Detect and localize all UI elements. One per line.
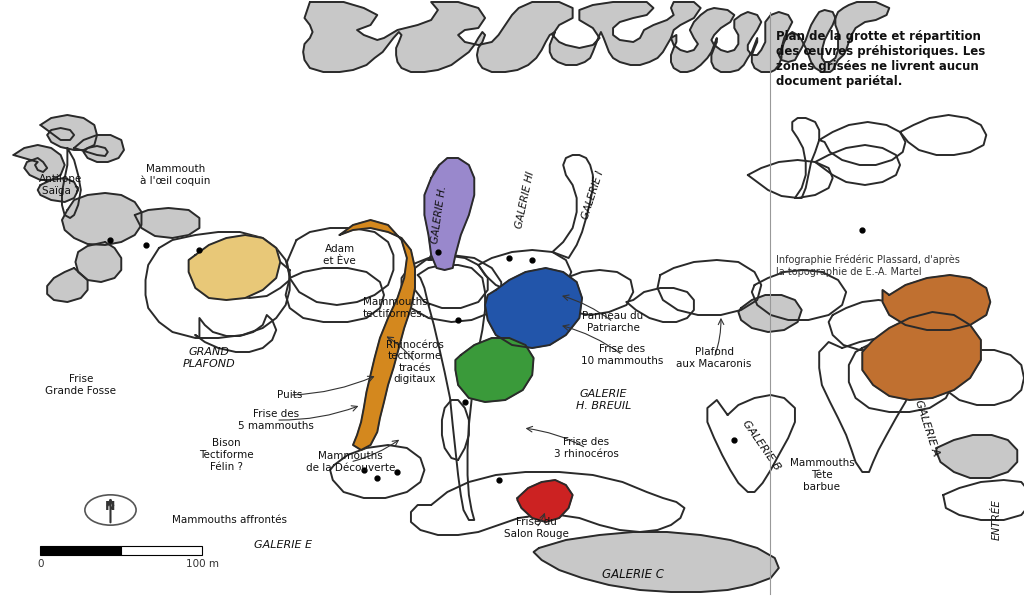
Polygon shape bbox=[145, 232, 290, 338]
Text: Mammouths,
tectiformes...: Mammouths, tectiformes... bbox=[362, 297, 432, 319]
Polygon shape bbox=[478, 250, 571, 295]
Polygon shape bbox=[552, 270, 633, 315]
Text: GALERIE C: GALERIE C bbox=[602, 568, 665, 582]
Text: Mammouths
de la Découverte: Mammouths de la Découverte bbox=[305, 451, 395, 473]
Text: Frise du
Salon Rouge: Frise du Salon Rouge bbox=[504, 517, 568, 539]
Polygon shape bbox=[815, 145, 900, 185]
Polygon shape bbox=[330, 445, 424, 498]
Text: Mammouths affrontés: Mammouths affrontés bbox=[172, 515, 287, 525]
Text: Panneau du
Patriarche: Panneau du Patriarche bbox=[583, 311, 644, 333]
Text: Puits: Puits bbox=[278, 390, 302, 400]
Polygon shape bbox=[849, 335, 954, 412]
Polygon shape bbox=[401, 255, 501, 322]
Polygon shape bbox=[442, 400, 469, 460]
Text: Bison
Tectiforme
Félin ?: Bison Tectiforme Félin ? bbox=[199, 438, 254, 471]
Polygon shape bbox=[413, 255, 487, 308]
Polygon shape bbox=[819, 338, 919, 472]
Text: Infographie Frédéric Plassard, d'après
la topographie de E.-A. Martel: Infographie Frédéric Plassard, d'après l… bbox=[776, 255, 961, 276]
Text: 0: 0 bbox=[37, 559, 44, 569]
Polygon shape bbox=[62, 193, 141, 245]
Text: N: N bbox=[105, 501, 116, 513]
Polygon shape bbox=[76, 242, 121, 282]
Polygon shape bbox=[828, 300, 905, 350]
Polygon shape bbox=[936, 435, 1017, 478]
Bar bbox=[121, 546, 202, 555]
Polygon shape bbox=[135, 208, 200, 238]
Polygon shape bbox=[411, 472, 684, 535]
Polygon shape bbox=[708, 395, 795, 492]
Text: Frise des
10 mammouths: Frise des 10 mammouths bbox=[582, 344, 664, 366]
Polygon shape bbox=[748, 160, 833, 198]
Polygon shape bbox=[627, 288, 694, 322]
Polygon shape bbox=[900, 115, 986, 155]
Polygon shape bbox=[940, 350, 1024, 405]
Text: Frise des
5 mammouths: Frise des 5 mammouths bbox=[239, 409, 314, 431]
Text: Plan de la grotte et répartition
des œuvres préhistoriques. Les
zones grisées ne: Plan de la grotte et répartition des œuv… bbox=[776, 30, 985, 88]
Text: Adam
et Ève: Adam et Ève bbox=[324, 244, 356, 266]
Text: GRAND
PLAFOND: GRAND PLAFOND bbox=[182, 347, 236, 369]
Polygon shape bbox=[428, 162, 465, 260]
Polygon shape bbox=[340, 220, 415, 450]
Text: GALERIE B: GALERIE B bbox=[740, 418, 782, 472]
Text: GALERIE
H. BREUIL: GALERIE H. BREUIL bbox=[575, 389, 632, 411]
Polygon shape bbox=[196, 315, 276, 352]
Polygon shape bbox=[74, 135, 124, 162]
Polygon shape bbox=[213, 252, 290, 298]
Polygon shape bbox=[485, 268, 582, 348]
Text: Mammouth
à l'œil coquin: Mammouth à l'œil coquin bbox=[140, 164, 210, 186]
Text: ENTRÉE: ENTRÉE bbox=[992, 499, 1002, 541]
Polygon shape bbox=[38, 178, 78, 202]
Polygon shape bbox=[738, 295, 802, 332]
Polygon shape bbox=[657, 260, 761, 315]
Polygon shape bbox=[552, 155, 593, 258]
Polygon shape bbox=[517, 480, 572, 522]
Text: Frise
Grande Fosse: Frise Grande Fosse bbox=[45, 374, 117, 396]
Polygon shape bbox=[303, 2, 889, 72]
Text: GALERIE A: GALERIE A bbox=[913, 399, 941, 458]
Polygon shape bbox=[534, 532, 779, 592]
Polygon shape bbox=[418, 265, 485, 520]
Text: Mammouths
Tête
barbue: Mammouths Tête barbue bbox=[790, 458, 854, 491]
Polygon shape bbox=[286, 268, 384, 322]
Polygon shape bbox=[13, 145, 65, 180]
Text: GALERIE E: GALERIE E bbox=[254, 540, 312, 550]
Polygon shape bbox=[819, 122, 905, 165]
Text: Plafond
aux Macaronis: Plafond aux Macaronis bbox=[677, 347, 752, 369]
Polygon shape bbox=[943, 480, 1024, 520]
Polygon shape bbox=[862, 312, 981, 400]
Text: GALERIE I: GALERIE I bbox=[581, 170, 605, 221]
Text: Rhinocéros
tectiforme
tracés
digitaux: Rhinocéros tectiforme tracés digitaux bbox=[386, 339, 444, 384]
Polygon shape bbox=[883, 275, 990, 330]
Polygon shape bbox=[62, 148, 81, 218]
Text: Antilope
Saïga ?: Antilope Saïga ? bbox=[39, 174, 82, 196]
Polygon shape bbox=[793, 118, 819, 198]
Polygon shape bbox=[47, 268, 88, 302]
Text: 100 m: 100 m bbox=[185, 559, 218, 569]
Polygon shape bbox=[456, 338, 534, 402]
Polygon shape bbox=[40, 115, 97, 150]
Polygon shape bbox=[287, 228, 393, 305]
Text: GALERIE H.: GALERIE H. bbox=[430, 185, 449, 245]
Text: GALERIE HI: GALERIE HI bbox=[514, 170, 537, 230]
Polygon shape bbox=[188, 235, 281, 300]
Text: Frise des
3 rhinocéros: Frise des 3 rhinocéros bbox=[554, 437, 618, 459]
Polygon shape bbox=[424, 158, 474, 270]
Bar bbox=[40, 546, 121, 555]
Polygon shape bbox=[752, 270, 846, 320]
